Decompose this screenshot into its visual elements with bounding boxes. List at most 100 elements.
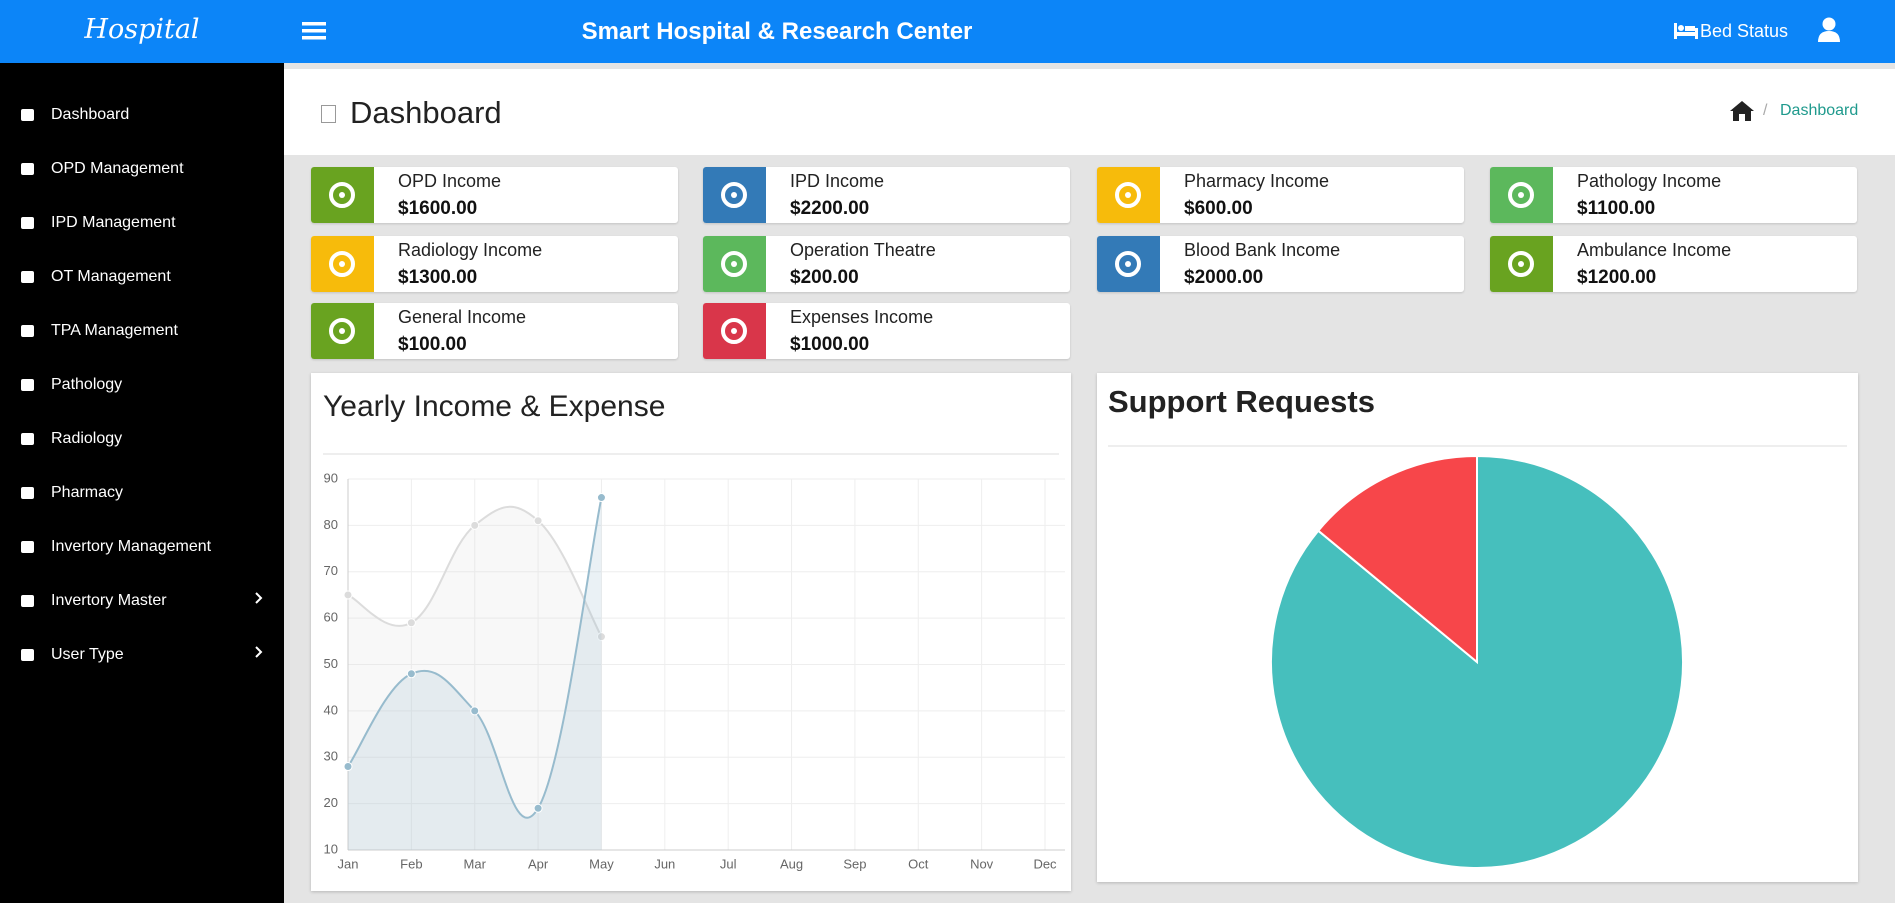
income-card[interactable]: Radiology Income $1300.00 bbox=[311, 236, 678, 292]
card-icon bbox=[703, 167, 766, 223]
x-tick-label: Aug bbox=[780, 856, 803, 871]
icon-glyph bbox=[1508, 251, 1534, 277]
point bbox=[343, 762, 353, 772]
card-value: $100.00 bbox=[398, 334, 467, 355]
menu-icon bbox=[21, 271, 34, 283]
app-title: Smart Hospital & Research Center bbox=[581, 18, 973, 45]
card-value: $2200.00 bbox=[790, 198, 870, 219]
bed-icon bbox=[1674, 23, 1698, 39]
card-icon bbox=[1097, 167, 1160, 223]
card-icon bbox=[1097, 236, 1160, 292]
income-card[interactable]: Operation Theatre $200.00 bbox=[703, 236, 1070, 292]
x-tick-label: Jul bbox=[720, 856, 737, 871]
icon-shape bbox=[21, 271, 34, 283]
menu-item[interactable]: Invertory Management bbox=[51, 538, 212, 555]
card-value: $1600.00 bbox=[398, 198, 478, 219]
income-card[interactable]: Pathology Income $1100.00 bbox=[1490, 167, 1857, 223]
x-tick-label: Mar bbox=[464, 856, 487, 871]
card-label: OPD Income bbox=[398, 171, 502, 191]
icon-shape bbox=[21, 217, 34, 229]
income-card[interactable]: Blood Bank Income $2000.00 bbox=[1097, 236, 1464, 292]
card-label: Ambulance Income bbox=[1577, 240, 1732, 260]
point bbox=[596, 632, 606, 642]
income-card[interactable]: IPD Income $2200.00 bbox=[703, 167, 1070, 223]
icon-shape bbox=[21, 325, 34, 337]
income-card[interactable]: General Income $100.00 bbox=[311, 303, 678, 359]
menu-icon bbox=[21, 109, 34, 121]
menu-item[interactable]: Pharmacy bbox=[51, 484, 124, 501]
card-icon bbox=[311, 303, 374, 359]
income-card[interactable]: OPD Income $1600.00 bbox=[311, 167, 678, 223]
menu-icon bbox=[21, 649, 34, 661]
y-tick-label: 40 bbox=[324, 702, 338, 717]
bed-status[interactable]: Bed Status bbox=[1700, 21, 1789, 41]
menu-item[interactable]: User Type bbox=[51, 646, 124, 663]
chart-panel: Yearly Income & Expense 10 20 30 40 50 60 70 80 9… bbox=[311, 373, 1071, 891]
title-icon bbox=[321, 105, 336, 123]
card-icon bbox=[703, 303, 766, 359]
pie-slice bbox=[1316, 454, 1478, 665]
menu-icon bbox=[21, 379, 34, 391]
point bbox=[533, 803, 543, 813]
card-label: General Income bbox=[398, 307, 527, 327]
point bbox=[596, 493, 606, 503]
icon-shape bbox=[21, 433, 34, 445]
menu-item[interactable]: Invertory Master bbox=[51, 592, 167, 609]
y-tick-label: 90 bbox=[324, 470, 338, 485]
card-value: $600.00 bbox=[1184, 198, 1253, 219]
menu-icon bbox=[21, 541, 34, 553]
menu-toggle[interactable] bbox=[302, 21, 326, 41]
card-label: Pathology Income bbox=[1577, 171, 1722, 191]
menu-item[interactable]: OT Management bbox=[51, 268, 171, 285]
breadcrumb[interactable]: Dashboard bbox=[1780, 102, 1859, 119]
menu-item[interactable]: IPD Management bbox=[51, 214, 176, 231]
card-label: IPD Income bbox=[790, 171, 885, 191]
icon-glyph bbox=[721, 318, 747, 344]
x-tick-label: Feb bbox=[400, 856, 422, 871]
user-icon[interactable] bbox=[1818, 17, 1840, 43]
chevrons bbox=[255, 592, 263, 658]
card-label: Blood Bank Income bbox=[1184, 240, 1341, 260]
card-value: $1000.00 bbox=[790, 334, 870, 355]
home-icon[interactable] bbox=[1730, 101, 1754, 121]
line bbox=[347, 497, 603, 819]
icon-shape bbox=[21, 379, 34, 391]
page-header: Dashboard / Dashboard bbox=[284, 69, 1895, 155]
icon-glyph bbox=[721, 182, 747, 208]
menu-item[interactable]: Dashboard bbox=[51, 106, 130, 123]
card-icon bbox=[311, 167, 374, 223]
card-value: $2000.00 bbox=[1184, 267, 1264, 288]
x-tick-label: Dec bbox=[1033, 856, 1057, 871]
y-tick-label: 50 bbox=[324, 656, 338, 671]
menu-item[interactable]: Pathology bbox=[51, 376, 123, 393]
menu-item[interactable]: OPD Management bbox=[51, 160, 184, 177]
income-card[interactable]: Ambulance Income $1200.00 bbox=[1490, 236, 1857, 292]
icon-glyph bbox=[1115, 182, 1141, 208]
brand[interactable]: Hospital bbox=[84, 14, 200, 45]
point bbox=[406, 669, 416, 679]
icon-shape bbox=[21, 649, 34, 661]
menu-icon bbox=[21, 325, 34, 337]
y-tick-label: 10 bbox=[324, 841, 338, 856]
menu-icon bbox=[21, 217, 34, 229]
card-value: $1300.00 bbox=[398, 267, 478, 288]
pie-panel: Support Requests bbox=[1097, 373, 1858, 882]
menu-item[interactable]: Radiology bbox=[51, 430, 123, 447]
breadcrumb-sep: / bbox=[1763, 102, 1768, 119]
icon-shape bbox=[21, 109, 34, 121]
menu-icon bbox=[21, 487, 34, 499]
y-tick-label: 60 bbox=[324, 610, 338, 625]
card-value: $200.00 bbox=[790, 267, 859, 288]
card-icon bbox=[703, 236, 766, 292]
y-tick-label: 70 bbox=[324, 563, 338, 578]
income-card[interactable]: Pharmacy Income $600.00 bbox=[1097, 167, 1464, 223]
menu-item[interactable]: TPA Management bbox=[51, 322, 178, 339]
card-label: Expenses Income bbox=[790, 307, 934, 327]
point bbox=[470, 520, 480, 530]
card-icon bbox=[1490, 167, 1553, 223]
x-tick-label: May bbox=[589, 856, 614, 871]
pie-chart: Support Requests bbox=[1108, 384, 1847, 869]
card-label: Radiology Income bbox=[398, 240, 543, 260]
income-card[interactable]: Expenses Income $1000.00 bbox=[703, 303, 1070, 359]
